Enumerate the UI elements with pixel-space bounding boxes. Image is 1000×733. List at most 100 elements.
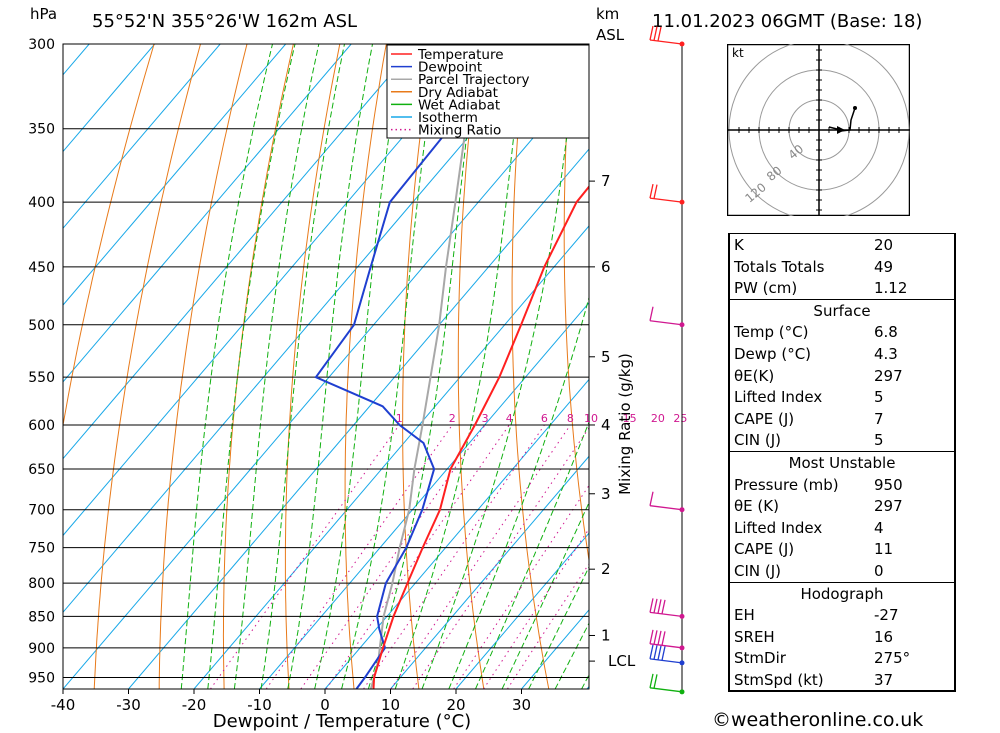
dry-adiabat-line	[222, 44, 294, 689]
hodograph-section: Hodograph EH -27 SREH 16 StmDir 275° StmSpd (k…	[729, 581, 955, 692]
index-value: 5	[874, 431, 884, 450]
wet-adiabat-line	[581, 673, 589, 689]
index-value: 16	[874, 627, 894, 646]
index-row: PW (cm) 1.12	[730, 277, 954, 299]
index-value: 37	[874, 670, 894, 689]
x-tick-label: 10	[381, 696, 400, 714]
legend-item: Isotherm	[418, 110, 478, 126]
index-row: EH -27	[730, 604, 954, 626]
dry-adiabat-line	[511, 44, 550, 689]
wind-barb	[649, 644, 683, 664]
dry-adiabat-line	[93, 44, 201, 689]
isotherm-line	[324, 378, 589, 689]
pressure-tick-label: 950	[28, 671, 55, 687]
km-tick-label: 5	[601, 348, 611, 366]
hodograph-trace	[828, 107, 856, 132]
storm-motion-arrow	[837, 126, 845, 134]
index-row: StmSpd (kt) 37	[730, 669, 954, 691]
dry-adiabat-line	[63, 44, 155, 428]
index-label: CIN (J)	[734, 431, 782, 450]
index-row: StmDir 275°	[730, 647, 954, 669]
mixing-ratio-label: 15	[623, 412, 637, 425]
wet-adiabat-line	[260, 44, 345, 689]
wet-adiabat-line	[475, 420, 589, 689]
wind-barb	[649, 491, 683, 511]
mixing-ratio-label: 4	[506, 412, 513, 425]
surface-title: Surface	[813, 301, 871, 320]
isotherm-line	[63, 44, 352, 383]
wind-barb	[649, 183, 683, 203]
x-tick-label: -20	[182, 696, 207, 714]
index-value: 4.3	[874, 344, 898, 363]
wet-adiabat-line	[180, 44, 273, 689]
index-value: 7	[874, 409, 884, 428]
pressure-tick-label: 650	[28, 462, 55, 478]
parcel-trajectory-line	[369, 44, 480, 689]
legend-box	[386, 44, 590, 139]
surface-section: Surface Temp (°C) 6.8 Dewp (°C) 4.3 θE(K) 297…	[729, 298, 955, 452]
plot-frame	[62, 43, 590, 690]
dry-adiabat-line	[158, 44, 248, 689]
isotherm-line	[63, 44, 156, 153]
index-value: 275°	[874, 649, 911, 668]
km-tick-label: 3	[601, 485, 611, 503]
index-row: SREH 16	[730, 626, 954, 648]
isotherm-line	[390, 455, 589, 689]
pressure-lines	[63, 43, 589, 679]
mixing-ratio-label: 6	[541, 412, 548, 425]
wet-adiabat-line	[554, 622, 589, 689]
km-unit-label: km	[596, 5, 620, 23]
index-value: 49	[874, 257, 894, 276]
axis-labels: 1 2 3 4 6 8 10 15 20 2530035040045050055060065070…	[28, 37, 687, 714]
index-label: StmSpd (kt)	[734, 670, 824, 689]
dry-adiabat-line	[284, 44, 341, 689]
isotherm-lines	[63, 44, 589, 689]
wet-adiabat-line	[233, 44, 320, 689]
index-label: CAPE (J)	[734, 540, 795, 559]
km-tick-label: 2	[601, 560, 611, 578]
isotherm-line	[63, 71, 589, 689]
wet-adiabat-line	[367, 44, 479, 689]
index-row: Pressure (mb) 950	[730, 474, 954, 496]
index-label: EH	[734, 606, 755, 625]
km-tick-label: 7	[601, 172, 611, 190]
index-label: Temp (°C)	[734, 323, 809, 342]
isotherm-line	[63, 44, 287, 306]
wet-adiabat-line	[314, 44, 405, 689]
datetime-title: 11.01.2023 06GMT (Base: 18)	[652, 11, 923, 32]
index-value: 297	[874, 366, 903, 385]
index-value: 11	[874, 540, 894, 559]
index-label: Pressure (mb)	[734, 475, 839, 494]
isotherm-line	[586, 685, 589, 689]
legend-item: Wet Adiabat	[418, 97, 500, 113]
isotherm-line	[455, 532, 589, 689]
wind-barb	[649, 673, 683, 693]
index-label: K	[734, 236, 744, 254]
dry-adiabat-line	[664, 44, 720, 689]
pressure-tick-label: 550	[28, 370, 55, 386]
index-value: 6.8	[874, 323, 898, 342]
mixing-ratio-label: 2	[449, 412, 456, 425]
general-indices: K 20 Totals Totals 49 PW (cm) 1.12	[729, 233, 955, 300]
isotherm-line	[63, 44, 483, 537]
index-label: Dewp (°C)	[734, 344, 812, 363]
km-tick-label: 1	[601, 626, 611, 644]
index-label: Totals Totals	[734, 257, 825, 276]
index-row: Lifted Index 5	[730, 386, 954, 408]
dewpoint-line	[314, 44, 506, 689]
pressure-tick-label: 300	[28, 37, 55, 53]
mixing-ratio-lines	[209, 424, 589, 689]
mixing-ratio-label: 8	[567, 412, 574, 425]
wind-barb	[649, 25, 683, 45]
mixing-ratio-label: 10	[584, 412, 598, 425]
pressure-unit-label: hPa	[30, 5, 58, 23]
temperature-line	[372, 185, 589, 689]
x-tick-label: 30	[512, 696, 531, 714]
pressure-tick-label: 600	[28, 418, 55, 434]
isotherm-line	[63, 44, 221, 230]
mixing-ratio-label: 3	[482, 412, 489, 425]
mixing-ratio-axis-title: Mixing Ratio (g/kg)	[616, 353, 634, 495]
footer-credit[interactable]: ©weatheronline.co.uk	[712, 709, 924, 731]
dry-adiabat-line	[457, 44, 485, 689]
index-label: θE (K)	[734, 497, 779, 516]
